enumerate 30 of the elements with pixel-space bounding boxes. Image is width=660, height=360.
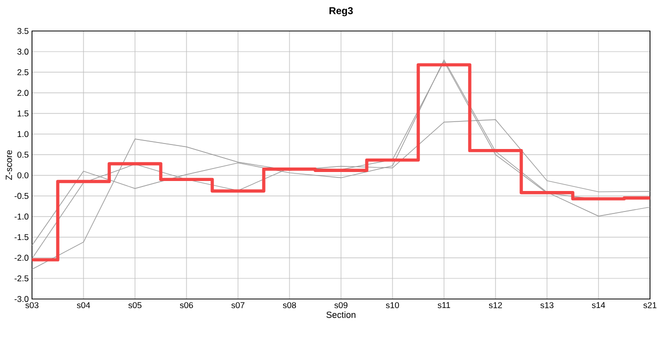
x-tick-label: s08 [282,302,296,308]
y-tick-label: -3.0 [14,296,28,302]
y-tick-label: -1.5 [14,234,28,240]
y-tick-label: -2.5 [14,275,28,282]
x-tick-label: s06 [180,302,193,308]
x-tick-label: s09 [334,302,348,308]
x-tick-label: s07 [231,302,244,308]
x-tick-label: s14 [592,302,606,308]
x-tick-label: s05 [128,302,142,308]
x-tick-label: s21 [643,302,656,308]
x-tick-label: s12 [488,302,502,308]
x-tick-label: s04 [76,302,90,308]
x-tick-label: s11 [438,302,450,308]
x-tick-label: s13 [540,302,554,308]
y-tick-label: 1.5 [18,110,28,116]
chart-title: Reg3 [329,7,353,16]
y-tick-label: 0.0 [17,172,28,178]
x-tick-label: s03 [25,302,38,308]
x-tick-label: s10 [386,302,399,308]
y-tick-label: 3.0 [17,48,28,55]
y-tick-label: 0.5 [17,152,28,158]
y-tick-label: 3.5 [17,28,28,34]
x-axis-title: Section [326,311,356,318]
y-axis-title: Z-score [6,150,12,180]
y-tick-label: 2.0 [17,90,28,96]
y-tick-label: 1.0 [18,131,28,138]
y-tick-label: -0.5 [14,192,28,199]
y-tick-label: -2.0 [14,254,28,261]
y-tick-label: 2.5 [17,69,28,76]
y-tick-label: -1.0 [14,214,28,220]
